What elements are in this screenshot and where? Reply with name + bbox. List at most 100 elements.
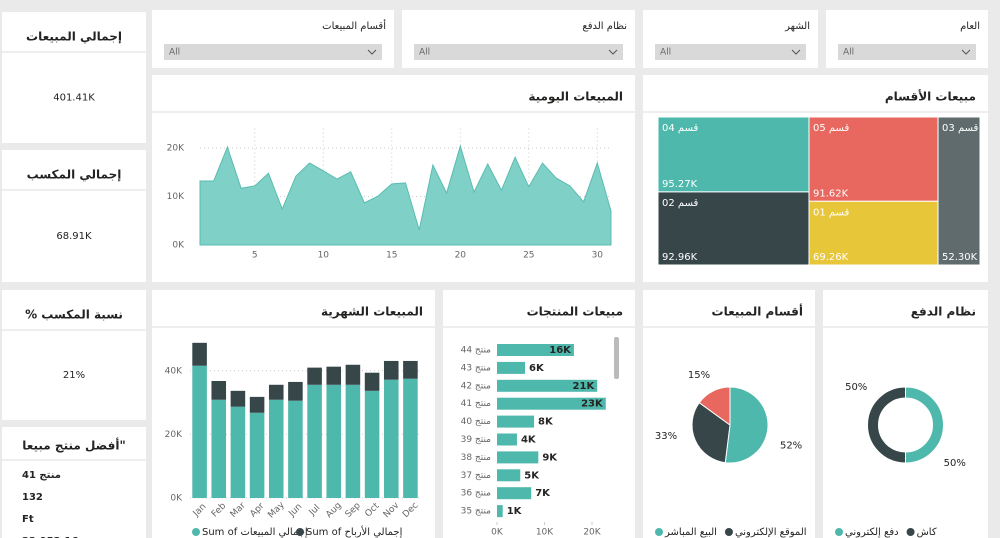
data-label: 15% [688,370,710,381]
data-label: 8K [538,417,554,428]
y-tick-label: منتج 39 [461,435,492,445]
slicer-value: All [419,48,430,58]
y-tick-label: منتج 43 [461,363,492,373]
legend-label: الموقع الإلكتروني [735,527,807,538]
y-tick-label: منتج 41 [461,399,492,409]
bar-segment [230,390,246,407]
legend-marker [906,528,915,536]
bar-segment [268,384,284,400]
tile-value: 91.62K [813,188,849,199]
x-tick-label: 10 [318,251,330,261]
data-label: 1K [507,506,523,517]
bar [497,487,532,500]
bar-segment [211,399,227,498]
kpi-title: % نسبة المكسب [25,308,123,322]
top-product-line: منتج 41 [22,470,61,481]
bar-segment [403,378,418,498]
treemap-tile [657,191,810,266]
panel [2,427,146,538]
data-label: 16K [549,345,572,356]
dropdown-chevron [608,49,618,55]
slicer-title: الشهر [784,21,810,32]
slicer-title: أقسام المبيعات [322,19,386,32]
pie-slice [698,386,731,426]
donut-slice [867,386,906,464]
legend-marker [724,528,733,536]
scrollbar[interactable] [614,337,619,379]
area [199,144,612,246]
top-product-title: أفضل منتج مبيعا" [22,438,126,453]
y-tick-label: منتج 35 [461,507,492,517]
data-label: 52% [780,441,802,452]
bar-segment [288,400,303,498]
bar [497,415,535,428]
bar-segment [364,390,380,498]
y-tick-label: منتج 42 [461,381,492,391]
slicer-dropdown[interactable] [414,44,623,60]
dropdown-chevron [961,49,971,55]
bar-segment [249,396,265,413]
legend-marker [655,528,663,536]
data-label: 6K [529,363,545,374]
bar [497,379,598,392]
data-label: 50% [845,382,867,393]
kpi-title: إجمالي المبيعات [26,30,122,44]
bar-segment [326,366,342,385]
chart-title: مبيعات المنتجات [527,305,623,319]
chart-title: مبيعات الأقسام [885,89,976,105]
panel [2,290,146,420]
top-product-line: Ft [22,514,34,525]
treemap-tile [937,116,981,266]
y-tick-label: 20K [167,144,185,154]
bar [497,433,517,446]
bar-segment [383,379,399,498]
bar-segment [249,412,265,498]
slicer-dropdown[interactable] [838,44,976,60]
slicer-dropdown[interactable] [164,44,382,60]
slicer-title: نظام الدفع [582,21,627,32]
data-label: 4K [521,435,537,446]
y-tick-label: 10K [167,192,185,202]
y-tick-label: منتج 38 [461,453,492,463]
bar-segment [288,381,303,401]
data-label: 9K [542,452,558,463]
treemap-tile [808,200,939,266]
data-label: 50% [944,458,966,469]
legend-marker [192,528,200,536]
tile-label: قسم 05 [813,123,849,134]
dropdown-chevron [791,49,801,55]
y-tick-label: 20K [165,430,183,440]
tile-label: قسم 01 [813,207,849,218]
legend-label: Sum of إجمالي المبيعات [202,527,308,538]
bar [497,397,606,410]
x-tick-label: 10K [536,528,554,538]
y-tick-label: منتج 37 [461,471,492,481]
chart-title: المبيعات اليومية [528,90,623,105]
x-tick-label: 25 [523,251,534,261]
legend-marker [296,528,304,536]
tile-label: قسم 02 [662,198,698,209]
panel [823,290,988,538]
bar [497,505,503,518]
chart-title: المبيعات الشهرية [321,305,423,319]
bar-segment [345,364,361,385]
bar-segment [345,384,361,498]
bar-segment [192,365,207,498]
tile-label: قسم 03 [942,123,978,134]
data-label: 21K [573,381,596,392]
slicer-value: All [843,48,854,58]
data-label: 7K [535,488,551,499]
pie-slice [691,401,731,464]
slicer-dropdown[interactable] [655,44,806,60]
legend-label: دفع إلكتروني [845,527,899,538]
tile-label: قسم 04 [662,123,698,134]
bar-segment [326,384,342,498]
y-tick-label: منتج 40 [461,417,492,427]
chart-title: نظام الدفع [911,305,976,320]
panel [443,290,635,538]
bar-segment [403,360,418,379]
tile-value: 52.30K [942,252,978,263]
bar-segment [268,399,284,498]
